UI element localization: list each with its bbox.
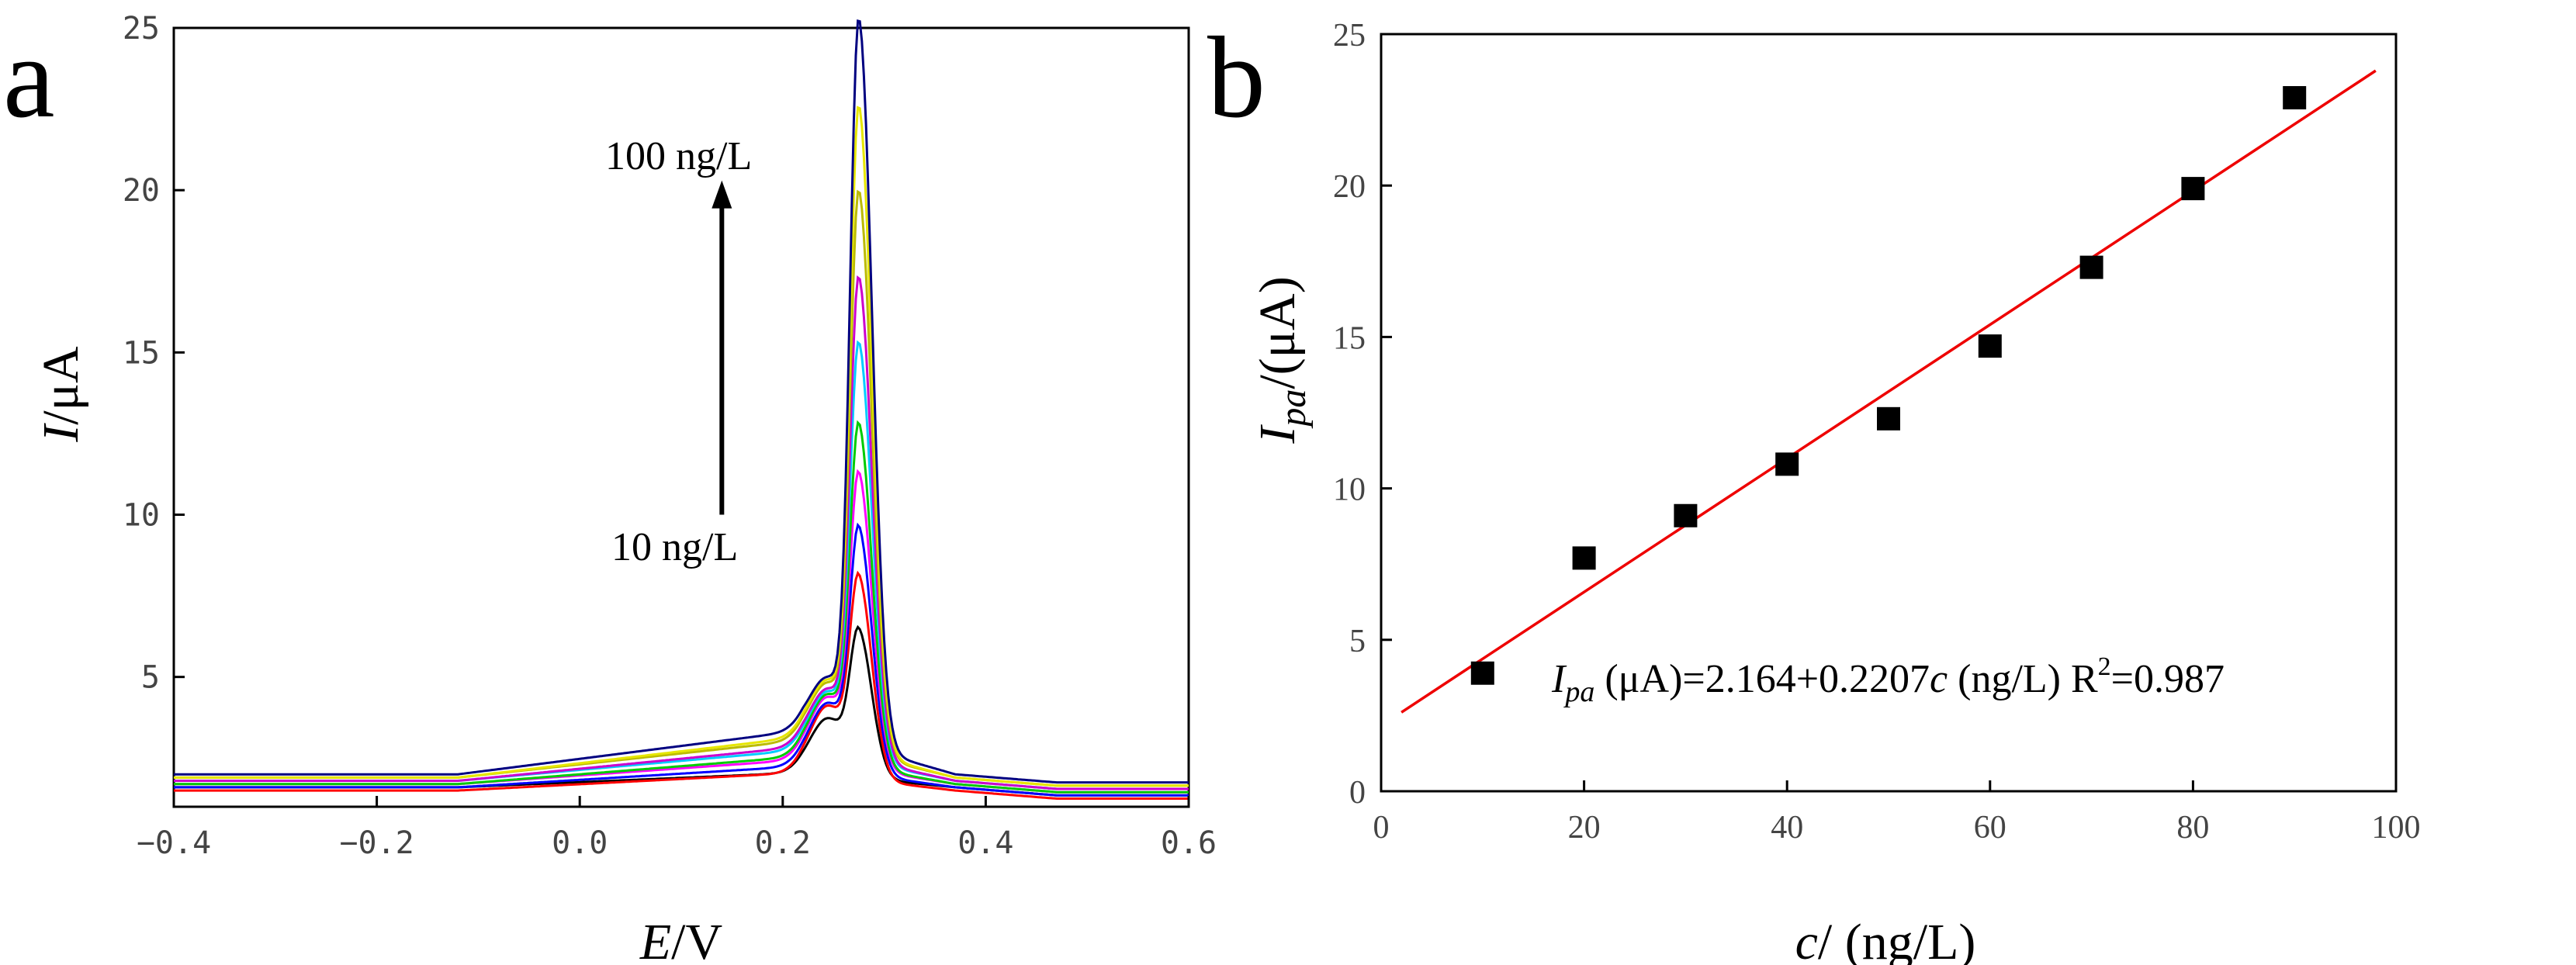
panel-b-y-axis-symbol: I — [1249, 424, 1306, 444]
data-point — [1572, 546, 1596, 570]
panel-b-y-tick-label: 0 — [1349, 775, 1366, 811]
panel-a: a −0.4 −0.2 0.0 0.2 0.4 0.6 5 10 15 20 25 100 ng/… — [3, 11, 1217, 965]
panel-b-label: b — [1207, 13, 1265, 142]
panel-b: b 0 20 40 60 80 100 0 5 10 15 20 25 Ipa (μA)=2.164… — [1207, 13, 2421, 965]
voltammogram-curve — [174, 469, 1189, 794]
panel-b-y-axis-unit: /(μA) — [1249, 276, 1306, 389]
panel-a-label: a — [3, 13, 55, 142]
equation-part-1: (μA)=2.164+0.2207 — [1594, 657, 1930, 701]
linear-fit-line — [1401, 69, 2377, 714]
panel-b-x-ticks: 0 20 40 60 80 100 — [1373, 780, 2421, 846]
voltammogram-curve — [174, 522, 1189, 797]
panel-a-x-tick-label: 0.6 — [1161, 825, 1217, 861]
voltammogram-curve — [174, 19, 1189, 784]
equation-lhs: I — [1551, 657, 1567, 701]
arrow-label-top: 100 ng/L — [605, 134, 752, 178]
voltammogram-curve — [174, 624, 1189, 797]
panel-b-x-axis-title: c/ (ng/L) — [1795, 914, 1976, 965]
panel-b-x-axis-unit: / (ng/L) — [1818, 914, 1975, 965]
panel-a-x-tick-label: 0.4 — [957, 825, 1013, 861]
voltammogram-curve — [174, 420, 1189, 794]
voltammogram-curve — [174, 275, 1189, 790]
panel-b-x-tick-label: 100 — [2372, 810, 2421, 846]
panel-a-y-tick-label: 5 — [141, 660, 160, 696]
equation-r-squared-exponent: 2 — [2098, 652, 2111, 681]
panel-a-y-axis-unit: /μA — [33, 346, 89, 425]
equation-variable: c — [1930, 657, 1948, 701]
panel-b-y-tick-label: 20 — [1333, 169, 1366, 205]
panel-b-y-tick-label: 25 — [1333, 18, 1366, 54]
panel-a-y-tick-label: 15 — [123, 335, 160, 371]
panel-a-x-tick-label: −0.4 — [137, 825, 211, 861]
panel-a-curves — [174, 19, 1189, 800]
equation-part-2: (ng/L) R — [1948, 657, 2098, 701]
panel-b-y-ticks: 0 5 10 15 20 25 — [1333, 18, 1392, 811]
data-point — [1877, 406, 1900, 431]
data-point — [2283, 85, 2307, 109]
panel-a-x-axis-symbol: E — [639, 914, 671, 965]
equation-lhs-subscript: pa — [1563, 676, 1594, 708]
panel-b-x-tick-label: 20 — [1568, 810, 1601, 846]
panel-b-y-axis-title: Ipa/(μA) — [1249, 276, 1314, 444]
panel-b-data-points — [1470, 85, 2307, 685]
panel-b-x-tick-label: 60 — [1974, 810, 2006, 846]
panel-b-y-axis-subscript: pa — [1272, 389, 1314, 429]
panel-a-x-ticks: −0.4 −0.2 0.0 0.2 0.4 0.6 — [137, 796, 1217, 861]
data-point — [2079, 255, 2103, 279]
concentration-arrow-head — [712, 180, 732, 209]
panel-b-plot-frame — [1380, 33, 2398, 793]
data-point — [2181, 177, 2205, 201]
panel-a-y-ticks: 5 10 15 20 25 — [123, 11, 185, 696]
panel-b-x-axis-symbol: c — [1795, 914, 1818, 965]
arrow-label-bottom: 10 ng/L — [611, 525, 738, 569]
panel-b-y-tick-label: 10 — [1333, 472, 1366, 508]
panel-a-y-tick-label: 25 — [123, 11, 160, 47]
voltammogram-curve — [174, 189, 1189, 787]
voltammogram-curve — [174, 105, 1189, 787]
panel-b-x-tick-label: 0 — [1373, 810, 1390, 846]
equation-part-3: =0.987 — [2111, 657, 2225, 701]
panel-b-x-tick-label: 80 — [2176, 810, 2209, 846]
regression-equation: Ipa (μA)=2.164+0.2207c (ng/L) R2=0.987 — [1551, 652, 2225, 708]
panel-a-x-axis-unit: /V — [671, 914, 722, 965]
panel-a-x-tick-label: 0.0 — [552, 825, 608, 861]
panel-a-x-tick-label: −0.2 — [339, 825, 414, 861]
panel-a-x-tick-label: 0.2 — [755, 825, 811, 861]
panel-a-x-axis-title: E/V — [639, 914, 722, 965]
panel-a-y-tick-label: 10 — [123, 498, 160, 534]
panel-a-plot-frame — [172, 26, 1190, 808]
panel-a-y-axis-symbol: I — [33, 423, 89, 443]
panel-b-x-tick-label: 40 — [1771, 810, 1803, 846]
data-point — [1470, 661, 1494, 685]
data-point — [1978, 334, 2002, 358]
panel-a-y-tick-label: 20 — [123, 173, 160, 209]
data-point — [1775, 452, 1799, 476]
voltammogram-curve — [174, 570, 1189, 800]
data-point — [1674, 503, 1698, 527]
panel-a-y-axis-title: I/μA — [33, 346, 89, 443]
panel-b-y-tick-label: 5 — [1349, 624, 1366, 659]
panel-b-y-tick-label: 15 — [1333, 320, 1366, 356]
